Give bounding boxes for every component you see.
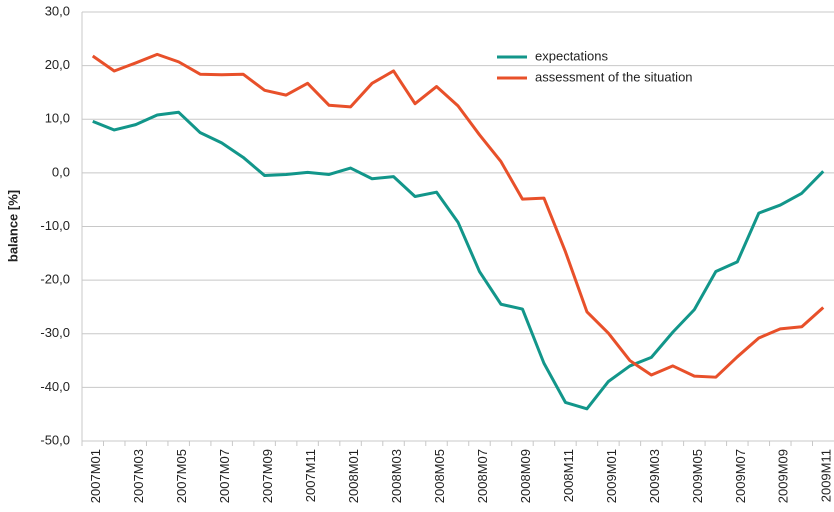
y-tick-label: -30,0 — [40, 325, 70, 340]
y-tick-label: -10,0 — [40, 218, 70, 233]
y-tick-label: 0,0 — [52, 164, 70, 179]
x-tick-label: 2009M09 — [776, 449, 791, 503]
x-tick-label: 2009M03 — [647, 449, 662, 503]
y-tick-label: 10,0 — [45, 111, 70, 126]
x-tick-label: 2008M11 — [561, 449, 576, 502]
x-tick-label: 2008M05 — [432, 449, 447, 503]
x-tick-label: 2009M07 — [733, 449, 748, 503]
legend-label: assessment of the situation — [535, 69, 693, 84]
x-tick-label: 2007M03 — [131, 449, 146, 503]
series-line — [92, 110, 825, 411]
x-tick-label: 2008M01 — [346, 449, 361, 503]
y-tick-label: 30,0 — [45, 3, 70, 18]
legend-label: expectations — [535, 48, 608, 63]
y-tick-label: -50,0 — [40, 432, 70, 447]
x-tick-label: 2008M07 — [475, 449, 490, 503]
x-tick-label: 2007M07 — [217, 449, 232, 503]
y-axis-label: balance [%] — [5, 190, 20, 262]
y-tick-label: -20,0 — [40, 272, 70, 287]
x-tick-label: 2008M03 — [389, 449, 404, 503]
x-tick-label: 2009M11 — [819, 449, 834, 502]
y-tick-label: 20,0 — [45, 57, 70, 72]
x-tick-label: 2007M05 — [174, 449, 189, 503]
x-tick-label: 2009M05 — [690, 449, 705, 503]
x-tick-label: 2009M01 — [604, 449, 619, 503]
x-tick-label: 2007M09 — [260, 449, 275, 503]
series-line — [91, 52, 825, 379]
y-tick-label: -40,0 — [40, 379, 70, 394]
x-tick-label: 2008M09 — [518, 449, 533, 503]
x-tick-label: 2007M11 — [303, 449, 318, 502]
x-tick-label: 2007M01 — [88, 449, 103, 503]
